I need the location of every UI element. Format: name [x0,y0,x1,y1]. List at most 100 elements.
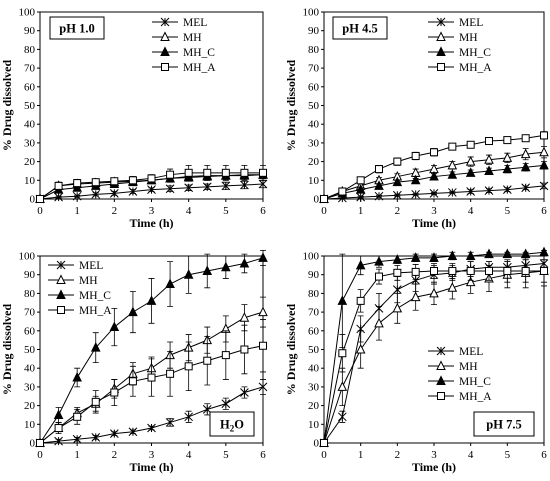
y-tick-label: 100 [19,251,36,263]
data-point [166,170,175,179]
data-point [392,285,402,295]
data-point [374,255,384,266]
data-point [147,373,156,382]
y-tick-label: 0 [314,194,320,206]
x-tick-label: 3 [431,205,437,217]
data-point [465,250,476,260]
legend-marker [437,392,445,400]
data-point [90,342,101,352]
series-mh-a [36,164,267,203]
legend-label: MH_A [459,62,492,74]
data-point [429,170,439,181]
data-point [36,439,44,447]
data-point [485,266,493,275]
data-point [539,181,549,191]
data-point [392,190,402,200]
legend-marker [57,306,65,314]
legend-marker [160,17,170,27]
series-mh-a [320,131,548,203]
data-point [411,267,420,276]
series-mh-a [320,259,548,447]
y-tick-label: 60 [308,81,320,93]
data-point [184,362,193,371]
x-tick-label: 4 [468,205,474,217]
legend-label: MH [79,275,98,287]
y-tick-label: 10 [308,419,320,431]
legend-marker [436,346,446,356]
x-tick-label: 0 [37,205,43,217]
x-tick-label: 6 [541,449,547,461]
y-tick-label: 60 [308,325,320,337]
x-tick-label: 2 [112,449,118,461]
data-point [448,266,457,275]
chart-panel-4: 0 10 20 30 40 50 60 70 80 90 100 0 1 2 3 4 5 6 Time (h) % D… [284,246,549,474]
data-point [221,399,231,409]
y-tick-label: 20 [308,156,320,168]
series-mel [35,379,268,448]
data-point [485,137,493,146]
x-tick-label: 1 [358,205,364,217]
data-point [128,377,137,386]
legend-marker [436,360,446,370]
legend-label: MH [459,361,478,373]
y-tick-label: 50 [24,344,36,356]
data-point [539,246,549,257]
legend-marker [436,375,446,385]
data-point [540,266,548,275]
y-tick-label: 10 [308,175,320,187]
y-tick-label: 40 [24,119,36,131]
data-point [166,369,175,378]
y-tick-label: 70 [24,307,36,319]
x-axis-label: Time (h) [129,216,173,230]
x-tick-label: 0 [37,449,43,461]
data-point [355,343,366,354]
data-point [183,269,194,279]
panel-label: H2O [220,418,244,434]
data-point [128,306,138,317]
data-point [165,278,175,289]
x-tick-label: 2 [395,205,401,217]
data-point [109,321,120,332]
data-point [258,306,268,317]
y-tick-label: 0 [314,438,320,450]
x-tick-label: 1 [358,449,364,461]
data-point [239,312,250,322]
data-point [521,183,531,193]
data-point [110,177,119,186]
panel-label-box [49,16,105,40]
y-tick-label: 40 [308,119,320,131]
legend: MEL MH MH_C MH_A [428,17,492,74]
y-axis-label: % Drug dissolved [0,60,14,152]
data-point [110,388,119,397]
data-point [72,182,82,192]
data-point [240,168,249,177]
data-point [221,261,231,272]
y-tick-label: 50 [308,344,320,356]
chart-panel-3: 0 10 20 30 40 50 60 70 80 90 100 0 1 2 3 4 5 6 Time (h) % D… [0,249,268,474]
data-point [520,161,531,172]
data-point [466,187,476,196]
data-point [72,371,82,382]
y-tick-label: 60 [24,81,36,93]
data-point [240,388,249,397]
data-point [128,187,138,196]
data-point [392,176,403,187]
data-point [239,257,250,268]
data-point [54,181,63,190]
x-axis-label: Time (h) [129,460,173,474]
data-point [374,191,384,201]
x-axis-label: Time (h) [412,216,456,230]
legend: MEL MH MH_C MH_A [152,17,216,74]
data-point [539,159,549,170]
y-tick-label: 30 [24,137,36,149]
data-point [393,268,402,277]
y-axis-label: % Drug dissolved [284,304,298,396]
data-point [146,295,157,305]
data-point [54,436,63,446]
data-point [484,154,494,164]
y-tick-label: 100 [303,251,320,263]
y-tick-label: 50 [308,100,320,112]
x-tick-label: 0 [321,205,327,217]
x-tick-label: 1 [74,205,80,217]
data-point [392,254,403,264]
